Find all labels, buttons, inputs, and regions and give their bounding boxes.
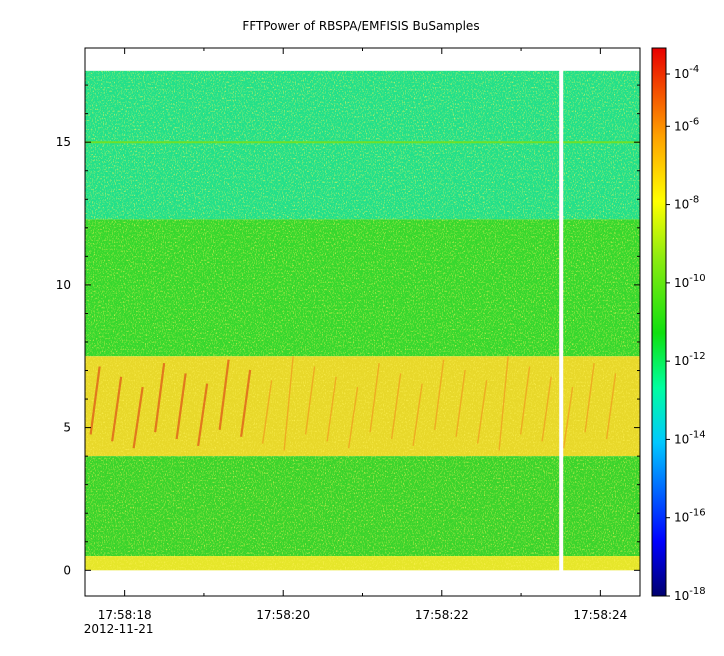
heatmap-cells	[69, 69, 640, 572]
y-tick-label: 5	[63, 421, 71, 435]
heatmap-band-texture	[85, 70, 640, 220]
colorbar-tick-label: 10-10	[674, 273, 706, 290]
chart-title: FFTPower of RBSPA/EMFISIS BuSamples	[242, 19, 479, 33]
chorus-element	[326, 376, 337, 442]
chorus-element	[240, 369, 252, 437]
x-date-label: 2012-11-21	[84, 622, 154, 636]
y-axis: 0 5 10 15	[56, 84, 640, 577]
chorus-element	[562, 386, 574, 449]
chorus-element	[197, 383, 209, 447]
chorus-element	[261, 380, 273, 444]
colorbar-tick-label: 10-14	[674, 429, 706, 446]
chorus-element	[69, 356, 78, 450]
chorus-element	[111, 376, 123, 442]
colorbar	[651, 47, 667, 597]
x-tick-label: 17:58:22	[415, 608, 469, 622]
chorus-element	[519, 366, 531, 435]
chorus-element	[283, 356, 294, 451]
colorbar-tick-label: 10-18	[674, 586, 706, 603]
chorus-element	[433, 359, 445, 430]
colorbar-tick-label: 10-8	[674, 195, 699, 212]
heatmap-band-texture	[85, 219, 640, 357]
chorus-element	[154, 362, 166, 433]
chorus-element	[347, 386, 359, 449]
chorus-element	[412, 383, 423, 446]
x-tick-label: 17:58:24	[573, 608, 627, 622]
chorus-element	[498, 356, 509, 451]
heatmap-band-texture	[85, 356, 640, 457]
chorus-element	[584, 363, 595, 433]
x-tick-label: 17:58:18	[98, 608, 152, 622]
data-gap	[559, 69, 564, 572]
chorus-element	[455, 369, 466, 437]
chorus-element	[605, 373, 617, 440]
colorbar-axis: 10-4 10-6 10-8 10-10 10-12 10-14 10-16 10-18	[666, 64, 706, 603]
chorus-element	[304, 366, 316, 435]
colorbar-tick-label: 10-6	[674, 116, 699, 133]
chorus-element	[476, 380, 488, 444]
heatmap-band-texture	[85, 456, 640, 557]
colorbar-tick-label: 10-16	[674, 508, 706, 525]
y-tick-label: 15	[56, 135, 71, 149]
chorus-element	[218, 359, 230, 431]
heatmap-band-texture	[85, 556, 640, 571]
chorus-element	[541, 376, 552, 442]
chorus-element	[89, 366, 101, 435]
chorus-element	[132, 386, 144, 449]
y-tick-label: 0	[63, 563, 71, 577]
chorus-element	[369, 363, 380, 433]
y-tick-label: 10	[56, 278, 71, 292]
x-tick-label: 17:58:20	[256, 608, 310, 622]
x-axis: 17:58:18 17:58:20 17:58:22 17:58:24	[98, 48, 627, 622]
colorbar-tick-label: 10-4	[674, 64, 699, 81]
chorus-element	[390, 373, 402, 440]
chorus-element	[175, 373, 187, 440]
colorbar-tick-label: 10-12	[674, 351, 706, 368]
